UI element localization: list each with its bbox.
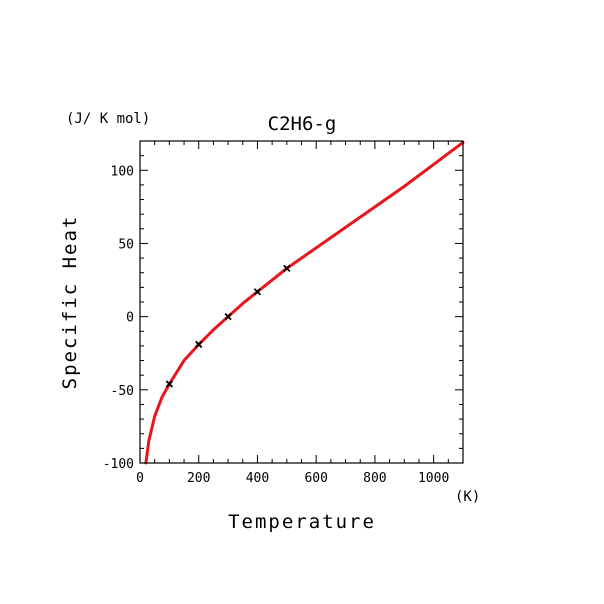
x-tick-label: 400 — [246, 471, 269, 486]
plot-frame — [139, 140, 464, 464]
y-tick-label: -50 — [111, 384, 134, 399]
x-tick-label: 1000 — [418, 471, 449, 486]
data-point-marker — [224, 312, 232, 321]
plot-area — [144, 140, 465, 465]
y-tick-label: 0 — [126, 311, 134, 326]
data-point-marker — [253, 288, 262, 296]
data-point-marker — [283, 264, 291, 272]
x-tick-label: 0 — [136, 471, 144, 486]
series-line — [144, 140, 465, 465]
data-point-marker — [195, 340, 203, 349]
axis-ticks — [139, 140, 464, 464]
tick-labels: 0 200 400 600 800 1000 -100 -50 0 50 100 — [103, 164, 450, 486]
data-point-marker — [165, 380, 174, 388]
x-tick-label: 800 — [363, 471, 386, 486]
chart-title: C2H6-g — [268, 113, 337, 135]
y-unit-label: (J/ K mol) — [66, 111, 150, 127]
y-tick-label: -100 — [103, 457, 134, 472]
x-unit-label: (K) — [455, 489, 480, 505]
y-axis-label: Specific Heat — [59, 215, 81, 390]
x-tick-label: 200 — [187, 471, 210, 486]
x-tick-label: 600 — [304, 471, 327, 486]
y-tick-label: 100 — [111, 164, 134, 179]
y-tick-label: 50 — [118, 237, 134, 252]
x-axis-label: Temperature — [228, 511, 376, 533]
